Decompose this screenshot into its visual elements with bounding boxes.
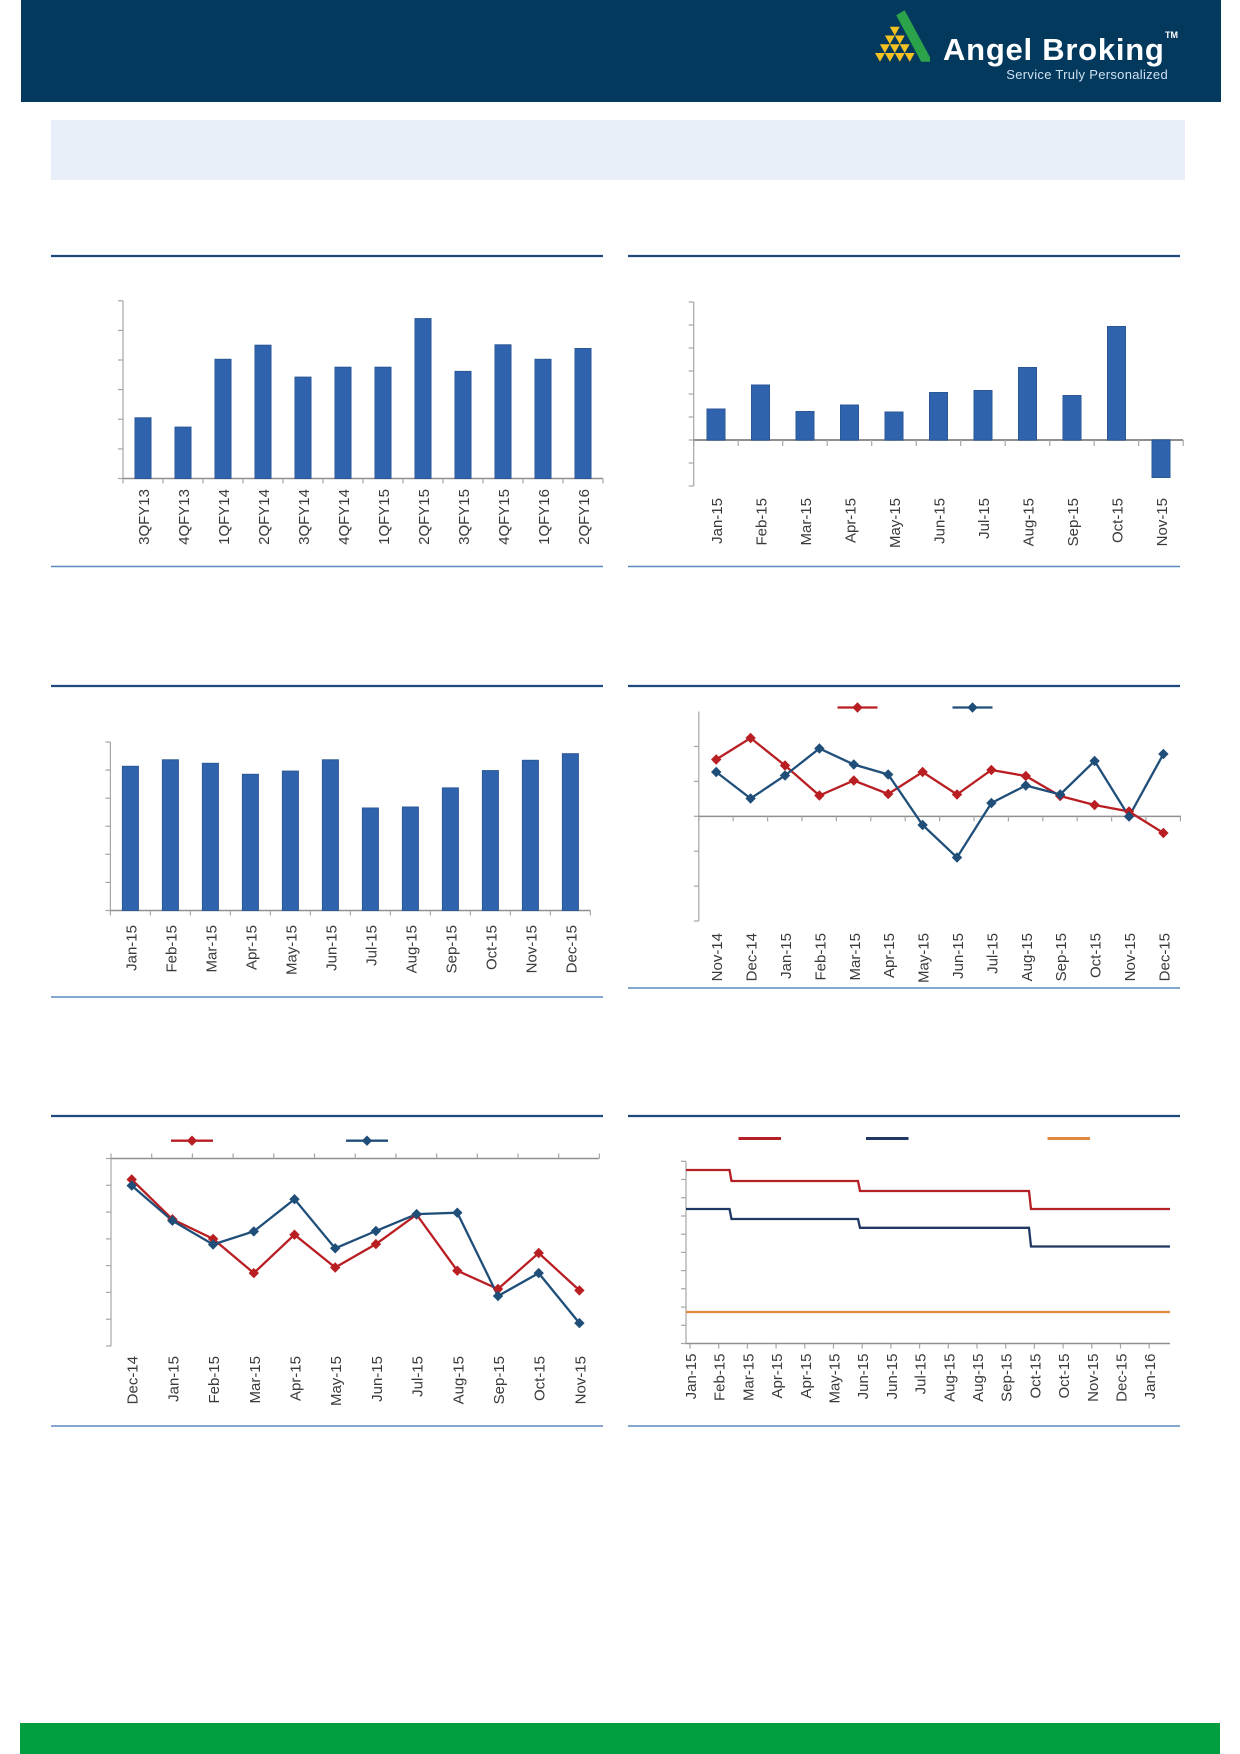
svg-text:Jan-15: Jan-15 [778, 933, 795, 979]
svg-text:3QFY14: 3QFY14 [296, 489, 313, 545]
svg-text:Mar-15: Mar-15 [740, 1354, 757, 1402]
svg-text:4QFY14: 4QFY14 [336, 489, 353, 545]
svg-text:Jan-15: Jan-15 [165, 1356, 182, 1402]
svg-text:May-15: May-15 [887, 498, 904, 548]
svg-text:Aug-15: Aug-15 [450, 1356, 467, 1404]
svg-text:4QFY15: 4QFY15 [496, 489, 513, 545]
svg-text:Mar-15: Mar-15 [798, 498, 815, 546]
svg-text:1QFY15: 1QFY15 [376, 489, 393, 545]
svg-text:Oct-15: Oct-15 [483, 925, 500, 970]
svg-text:Oct-15: Oct-15 [532, 1356, 549, 1401]
svg-text:Aug-15: Aug-15 [941, 1354, 958, 1402]
svg-text:1QFY16: 1QFY16 [536, 489, 553, 545]
svg-text:1QFY14: 1QFY14 [216, 489, 233, 545]
svg-text:Feb-15: Feb-15 [812, 933, 829, 981]
svg-text:Apr-15: Apr-15 [843, 498, 860, 543]
svg-text:Oct-15: Oct-15 [1027, 1354, 1044, 1399]
svg-text:Aug-15: Aug-15 [1019, 933, 1036, 981]
svg-text:Jun-15: Jun-15 [884, 1354, 901, 1400]
svg-text:Dec-14: Dec-14 [125, 1356, 142, 1404]
svg-text:Apr-15: Apr-15 [243, 925, 260, 970]
svg-text:Nov-14: Nov-14 [709, 933, 726, 981]
svg-text:May-15: May-15 [916, 933, 933, 983]
svg-text:Jul-15: Jul-15 [984, 933, 1001, 974]
svg-text:Nov-15: Nov-15 [523, 925, 540, 973]
svg-text:Feb-15: Feb-15 [712, 1354, 729, 1402]
svg-text:Nov-15: Nov-15 [1154, 498, 1171, 546]
svg-text:May-15: May-15 [328, 1356, 345, 1406]
svg-text:Jan-15: Jan-15 [123, 925, 140, 971]
svg-text:Apr-15: Apr-15 [798, 1354, 815, 1399]
svg-text:Dec-15: Dec-15 [563, 925, 580, 973]
svg-text:2QFY14: 2QFY14 [256, 489, 273, 545]
svg-text:Service Truly Personalized: Service Truly Personalized [1006, 67, 1168, 82]
svg-text:2QFY16: 2QFY16 [576, 489, 593, 545]
svg-text:Feb-15: Feb-15 [206, 1356, 223, 1404]
svg-text:Oct-15: Oct-15 [1088, 933, 1105, 978]
svg-text:TM: TM [1165, 30, 1178, 40]
svg-text:Apr-15: Apr-15 [769, 1354, 786, 1399]
svg-text:4QFY13: 4QFY13 [176, 489, 193, 545]
svg-text:Jan-15: Jan-15 [709, 498, 726, 544]
svg-text:Dec-15: Dec-15 [1156, 933, 1173, 981]
svg-text:Dec-15: Dec-15 [1114, 1354, 1131, 1402]
svg-text:Aug-15: Aug-15 [1021, 498, 1038, 546]
svg-text:Jan-15: Jan-15 [683, 1354, 700, 1400]
svg-text:Jun-15: Jun-15 [369, 1356, 386, 1402]
svg-text:Jan-16: Jan-16 [1142, 1354, 1159, 1400]
svg-text:Apr-15: Apr-15 [881, 933, 898, 978]
svg-text:Sep-15: Sep-15 [1053, 933, 1070, 981]
svg-text:Jul-15: Jul-15 [976, 498, 993, 539]
svg-text:Mar-15: Mar-15 [847, 933, 864, 981]
svg-text:3QFY15: 3QFY15 [456, 489, 473, 545]
svg-text:May-15: May-15 [827, 1354, 844, 1404]
svg-text:Angel Broking: Angel Broking [943, 32, 1165, 67]
svg-text:Jul-15: Jul-15 [913, 1354, 930, 1395]
svg-text:Apr-15: Apr-15 [288, 1356, 305, 1401]
svg-text:Nov-15: Nov-15 [572, 1356, 589, 1404]
svg-text:Aug-15: Aug-15 [403, 925, 420, 973]
svg-text:Jun-15: Jun-15 [323, 925, 340, 971]
svg-text:Dec-14: Dec-14 [744, 933, 761, 981]
svg-text:Oct-15: Oct-15 [1056, 1354, 1073, 1399]
svg-text:Sep-15: Sep-15 [491, 1356, 508, 1404]
svg-text:Oct-15: Oct-15 [1110, 498, 1127, 543]
svg-text:Feb-15: Feb-15 [754, 498, 771, 546]
svg-text:Jul-15: Jul-15 [410, 1356, 427, 1397]
svg-text:Nov-15: Nov-15 [1122, 933, 1139, 981]
svg-text:3QFY13: 3QFY13 [136, 489, 153, 545]
svg-text:Sep-15: Sep-15 [999, 1354, 1016, 1402]
svg-text:Sep-15: Sep-15 [443, 925, 460, 973]
svg-text:May-15: May-15 [283, 925, 300, 975]
svg-text:2QFY15: 2QFY15 [416, 489, 433, 545]
svg-text:Mar-15: Mar-15 [247, 1356, 264, 1404]
svg-text:Sep-15: Sep-15 [1065, 498, 1082, 546]
svg-text:Feb-15: Feb-15 [163, 925, 180, 973]
svg-text:Jul-15: Jul-15 [363, 925, 380, 966]
svg-text:Jun-15: Jun-15 [932, 498, 949, 544]
svg-text:Mar-15: Mar-15 [203, 925, 220, 973]
svg-text:Jun-15: Jun-15 [855, 1354, 872, 1400]
svg-text:Aug-15: Aug-15 [970, 1354, 987, 1402]
svg-text:Nov-15: Nov-15 [1085, 1354, 1102, 1402]
svg-text:Jun-15: Jun-15 [950, 933, 967, 979]
